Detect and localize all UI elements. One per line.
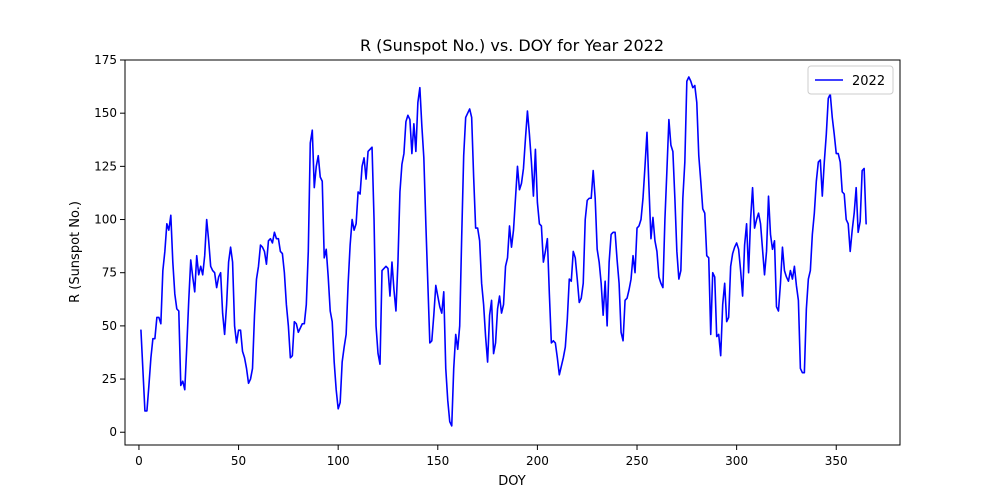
legend: 2022	[807, 65, 894, 95]
x-tick-label: 200	[526, 454, 549, 468]
y-tick-label: 175	[94, 53, 117, 67]
y-tick-label: 50	[102, 319, 117, 333]
legend-label-2022: 2022	[852, 74, 885, 89]
series-layer	[140, 76, 867, 427]
y-axis-label: R (Sunspot No.)	[68, 201, 83, 303]
x-tick-label: 100	[327, 454, 350, 468]
y-tick-label: 75	[102, 266, 117, 280]
x-tick-label: 250	[626, 454, 649, 468]
x-tick-label: 300	[725, 454, 748, 468]
chart-title: R (Sunspot No.) vs. DOY for Year 2022	[360, 36, 664, 55]
plot-frame	[124, 59, 901, 446]
x-axis-label: DOY	[498, 474, 526, 489]
x-tick-label: 350	[825, 454, 848, 468]
y-tick-label: 100	[94, 213, 117, 227]
series-line-2022	[140, 76, 867, 427]
y-tick-label: 125	[94, 159, 117, 173]
y-tick-label: 25	[102, 372, 117, 386]
y-tick-label: 0	[109, 425, 117, 439]
x-tick-label: 150	[426, 454, 449, 468]
x-tick-label: 0	[135, 454, 143, 468]
y-tick-label: 150	[94, 106, 117, 120]
plot-area-background	[125, 60, 900, 445]
legend-box	[807, 65, 894, 95]
axis-ticks: 0 50 100 150 200 250 300 350 0 25 50 75 100 125 150 175	[94, 53, 848, 468]
x-tick-label: 50	[231, 454, 246, 468]
